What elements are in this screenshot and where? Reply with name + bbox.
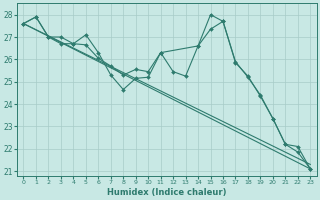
- X-axis label: Humidex (Indice chaleur): Humidex (Indice chaleur): [107, 188, 227, 197]
